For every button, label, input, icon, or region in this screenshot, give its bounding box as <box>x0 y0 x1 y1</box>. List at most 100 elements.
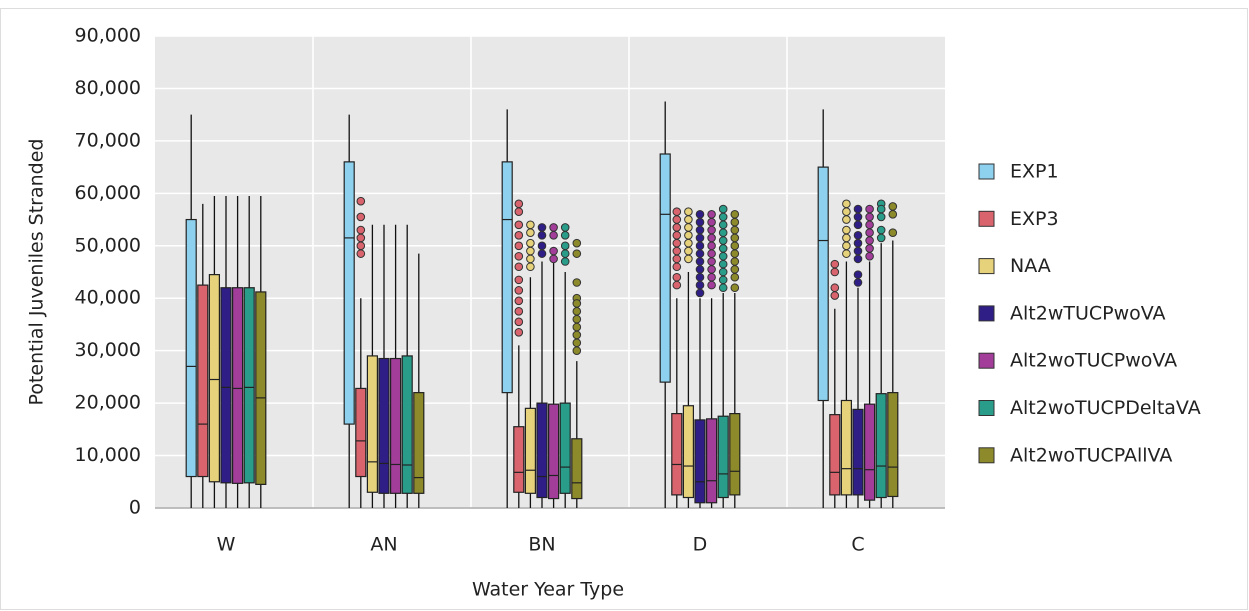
box <box>243 287 255 484</box>
outlier <box>684 246 693 256</box>
outlier <box>842 215 851 224</box>
outlier <box>537 230 547 240</box>
box <box>682 405 695 499</box>
outlier <box>730 241 740 251</box>
y-tick-label: 70,000 <box>75 129 141 151</box>
outlier <box>526 262 535 272</box>
outlier <box>718 267 728 277</box>
outlier <box>572 238 582 248</box>
legend-swatch <box>978 305 995 322</box>
outlier <box>853 254 863 264</box>
outlier <box>876 204 886 214</box>
legend-label: NAA <box>1010 255 1051 277</box>
outlier <box>572 278 582 287</box>
outlier <box>865 251 874 261</box>
box <box>671 413 683 496</box>
y-tick-label: 20,000 <box>75 392 141 414</box>
legend-label: Alt2wTUCPwoVA <box>1010 302 1166 324</box>
legend-label: Alt2woTUCPwoVA <box>1010 350 1177 372</box>
outlier <box>695 280 705 290</box>
outlier <box>356 233 366 243</box>
legend-swatch <box>978 447 995 464</box>
box <box>659 153 671 383</box>
outlier <box>718 259 728 269</box>
outlier <box>842 207 851 216</box>
outlier <box>560 257 570 266</box>
outlier <box>560 223 570 232</box>
box <box>817 166 829 402</box>
outlier <box>672 230 682 240</box>
outlier <box>842 233 851 243</box>
outlier <box>730 225 740 235</box>
box <box>875 393 887 499</box>
outlier <box>537 241 547 251</box>
outlier <box>707 241 716 251</box>
outlier <box>730 217 740 227</box>
outlier <box>560 241 570 251</box>
outlier <box>514 328 524 337</box>
outlier <box>865 212 874 222</box>
x-tick-label: BN <box>528 534 555 556</box>
box <box>571 438 583 500</box>
outlier <box>707 210 716 219</box>
outlier <box>356 225 366 235</box>
outlier <box>730 265 740 274</box>
outlier <box>672 246 682 256</box>
outlier <box>830 283 840 293</box>
outlier <box>865 236 874 245</box>
outlier <box>707 280 716 290</box>
outlier <box>830 267 840 277</box>
outlier <box>718 283 728 293</box>
y-tick-label: 90,000 <box>75 25 141 47</box>
outlier <box>684 230 693 240</box>
outlier <box>537 223 547 232</box>
x-tick-label: C <box>851 534 864 556</box>
outlier <box>572 322 582 332</box>
y-tick-label: 40,000 <box>75 287 141 309</box>
outlier <box>730 210 740 219</box>
outlier <box>695 257 705 266</box>
legend-label: Alt2woTUCPDeltaVA <box>1010 397 1201 419</box>
box <box>401 355 413 494</box>
outlier <box>853 270 863 279</box>
outlier <box>684 215 693 224</box>
box <box>390 357 402 494</box>
box <box>852 408 864 496</box>
box <box>355 387 367 478</box>
y-tick-label: 0 <box>129 497 141 519</box>
outlier <box>684 207 693 216</box>
outlier <box>707 257 716 266</box>
outlier <box>514 199 524 209</box>
outlier <box>888 210 898 219</box>
outlier <box>853 204 863 214</box>
outlier <box>514 241 524 251</box>
box <box>887 392 899 498</box>
legend-swatch <box>978 210 995 227</box>
outlier <box>842 249 851 258</box>
box <box>208 274 220 483</box>
box <box>729 413 741 496</box>
outlier <box>695 249 705 258</box>
outlier <box>853 278 863 287</box>
outlier <box>718 236 728 245</box>
outlier <box>514 317 524 327</box>
outlier <box>707 249 716 258</box>
outlier <box>695 233 705 243</box>
outlier <box>730 283 740 293</box>
outlier <box>718 275 728 285</box>
outlier <box>549 230 558 240</box>
outlier <box>514 262 524 272</box>
outlier <box>718 228 728 237</box>
outlier <box>695 288 705 298</box>
box <box>197 284 209 478</box>
outlier <box>549 223 558 232</box>
outlier <box>695 210 705 219</box>
outlier <box>695 265 705 274</box>
outlier <box>853 238 863 248</box>
outlier <box>830 259 840 269</box>
outlier <box>572 330 582 340</box>
outlier <box>672 215 682 224</box>
box <box>536 402 548 499</box>
outlier <box>572 346 582 355</box>
